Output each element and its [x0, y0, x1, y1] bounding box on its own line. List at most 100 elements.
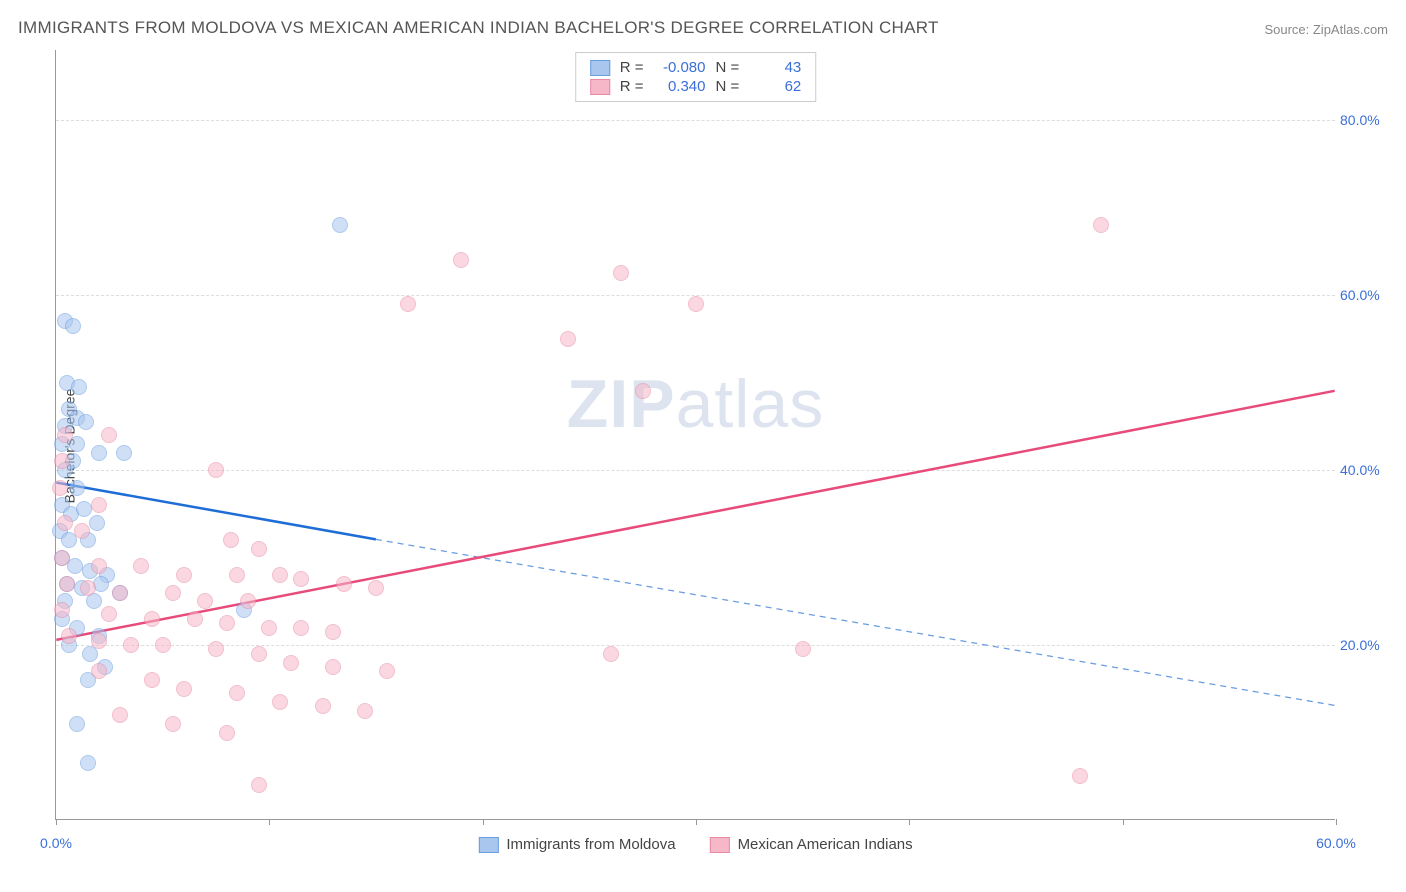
- data-point-mexican: [613, 265, 629, 281]
- data-point-mexican: [54, 602, 70, 618]
- data-point-mexican: [219, 725, 235, 741]
- data-point-mexican: [1093, 217, 1109, 233]
- x-tick: [56, 819, 57, 825]
- data-point-mexican: [272, 567, 288, 583]
- gridline: [56, 470, 1335, 471]
- data-point-mexican: [219, 615, 235, 631]
- data-point-moldova: [332, 217, 348, 233]
- data-point-moldova: [71, 379, 87, 395]
- x-tick-label: 60.0%: [1316, 835, 1356, 851]
- data-point-mexican: [795, 641, 811, 657]
- data-point-mexican: [208, 641, 224, 657]
- data-point-mexican: [101, 427, 117, 443]
- data-point-mexican: [155, 637, 171, 653]
- trendlines-svg: [56, 50, 1335, 819]
- y-tick-label: 40.0%: [1340, 462, 1395, 478]
- legend-stats-row-2: R = 0.340 N = 62: [590, 77, 802, 96]
- data-point-mexican: [133, 558, 149, 574]
- swatch-series-2: [590, 79, 610, 95]
- data-point-moldova: [65, 318, 81, 334]
- data-point-mexican: [688, 296, 704, 312]
- data-point-mexican: [187, 611, 203, 627]
- data-point-mexican: [293, 571, 309, 587]
- legend-item-1: Immigrants from Moldova: [478, 836, 675, 853]
- data-point-mexican: [54, 453, 70, 469]
- data-point-moldova: [69, 716, 85, 732]
- legend-label-2: Mexican American Indians: [738, 836, 913, 853]
- data-point-mexican: [61, 628, 77, 644]
- data-point-mexican: [293, 620, 309, 636]
- x-tick: [909, 819, 910, 825]
- gridline: [56, 645, 1335, 646]
- data-point-moldova: [78, 414, 94, 430]
- data-point-mexican: [251, 777, 267, 793]
- data-point-mexican: [283, 655, 299, 671]
- data-point-moldova: [80, 755, 96, 771]
- data-point-moldova: [76, 501, 92, 517]
- gridline: [56, 120, 1335, 121]
- data-point-mexican: [240, 593, 256, 609]
- data-point-moldova: [116, 445, 132, 461]
- x-tick: [696, 819, 697, 825]
- watermark-light: atlas: [676, 366, 825, 442]
- data-point-mexican: [229, 567, 245, 583]
- data-point-mexican: [176, 681, 192, 697]
- data-point-mexican: [229, 685, 245, 701]
- legend-stats-row-1: R = -0.080 N = 43: [590, 58, 802, 77]
- data-point-mexican: [1072, 768, 1088, 784]
- data-point-mexican: [208, 462, 224, 478]
- data-point-mexican: [80, 580, 96, 596]
- data-point-mexican: [123, 637, 139, 653]
- data-point-mexican: [325, 624, 341, 640]
- data-point-mexican: [261, 620, 277, 636]
- x-tick: [269, 819, 270, 825]
- data-point-mexican: [603, 646, 619, 662]
- data-point-mexican: [165, 585, 181, 601]
- stat-n-label: N =: [716, 78, 740, 95]
- swatch-series-1: [478, 837, 498, 853]
- data-point-moldova: [69, 480, 85, 496]
- data-point-mexican: [251, 541, 267, 557]
- data-point-moldova: [91, 445, 107, 461]
- y-tick-label: 20.0%: [1340, 637, 1395, 653]
- legend-stats-box: R = -0.080 N = 43 R = 0.340 N = 62: [575, 52, 817, 102]
- swatch-series-2: [710, 837, 730, 853]
- data-point-mexican: [251, 646, 267, 662]
- stat-r-value-1: -0.080: [654, 59, 706, 76]
- data-point-mexican: [379, 663, 395, 679]
- y-tick-label: 60.0%: [1340, 287, 1395, 303]
- data-point-mexican: [112, 585, 128, 601]
- data-point-mexican: [165, 716, 181, 732]
- data-point-mexican: [272, 694, 288, 710]
- data-point-mexican: [325, 659, 341, 675]
- data-point-mexican: [91, 558, 107, 574]
- data-point-mexican: [54, 550, 70, 566]
- stat-n-value-2: 62: [749, 78, 801, 95]
- data-point-mexican: [144, 672, 160, 688]
- data-point-mexican: [635, 383, 651, 399]
- data-point-mexican: [59, 576, 75, 592]
- data-point-mexican: [91, 497, 107, 513]
- trend-line: [56, 483, 376, 540]
- data-point-mexican: [91, 633, 107, 649]
- data-point-mexican: [74, 523, 90, 539]
- data-point-mexican: [315, 698, 331, 714]
- data-point-mexican: [560, 331, 576, 347]
- data-point-mexican: [400, 296, 416, 312]
- plot-area: ZIPatlas 20.0%40.0%60.0%80.0% 0.0%60.0% …: [55, 50, 1335, 820]
- data-point-mexican: [453, 252, 469, 268]
- x-tick: [1336, 819, 1337, 825]
- data-point-moldova: [89, 515, 105, 531]
- trend-line: [376, 539, 1335, 705]
- data-point-mexican: [52, 480, 68, 496]
- legend-label-1: Immigrants from Moldova: [506, 836, 675, 853]
- stat-r-label: R =: [620, 59, 644, 76]
- x-tick-label: 0.0%: [40, 835, 72, 851]
- swatch-series-1: [590, 60, 610, 76]
- data-point-mexican: [101, 606, 117, 622]
- legend-item-2: Mexican American Indians: [710, 836, 913, 853]
- data-point-mexican: [223, 532, 239, 548]
- watermark-bold: ZIP: [567, 366, 676, 442]
- data-point-mexican: [57, 427, 73, 443]
- stat-r-label: R =: [620, 78, 644, 95]
